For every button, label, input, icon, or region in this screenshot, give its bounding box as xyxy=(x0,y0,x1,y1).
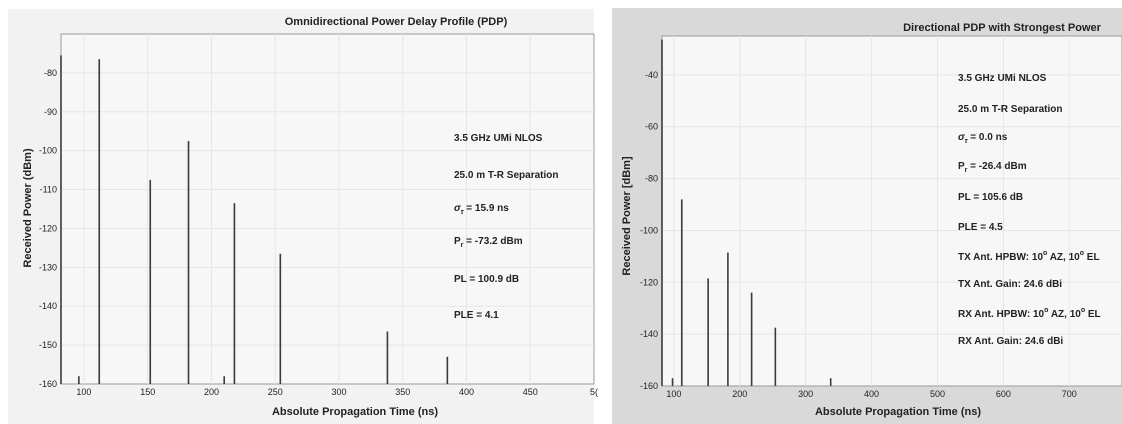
left-ann-pl: PL = 100.9 dB xyxy=(454,274,519,285)
right-y-tick-label: -100 xyxy=(640,225,658,235)
left-x-tick-label: 150 xyxy=(140,387,155,397)
right-x-tick-label: 200 xyxy=(732,389,747,399)
right-grid xyxy=(662,36,1122,386)
right-ann-ple: PLE = 4.5 xyxy=(958,222,1003,233)
right-ann-rx-hpbw-b: AZ, 10 xyxy=(1048,309,1081,320)
left-y-tick-label: -90 xyxy=(44,107,57,117)
right-y-tick-label: -60 xyxy=(645,122,658,132)
right-y-tick-label: -120 xyxy=(640,277,658,287)
left-y-tick-label: -140 xyxy=(39,301,57,311)
right-ann-rx-hpbw-a: RX Ant. HPBW: 10 xyxy=(958,309,1045,320)
right-ann-sigma-subscript: τ xyxy=(965,138,969,145)
right-y-tick-label: -160 xyxy=(640,381,658,391)
left-ann-pr: Pr = -73.2 dBm xyxy=(454,236,523,249)
right-annotations: 3.5 GHz UMi NLOS 25.0 m T-R Separation σ… xyxy=(958,73,1101,347)
left-stems xyxy=(60,55,449,384)
right-x-axis-label: Absolute Propagation Time (ns) xyxy=(815,406,981,418)
left-ann-ple: PLE = 4.1 xyxy=(454,310,499,321)
left-ticks: 100 150 200 250 300 350 400 450 5( -80 -90 -100 -110… xyxy=(39,68,598,397)
left-ann-freq: 3.5 GHz UMi NLOS xyxy=(454,133,543,144)
left-ann-sigma-value: = 15.9 ns xyxy=(464,203,510,214)
left-ann-pr-subscript: r xyxy=(461,242,464,249)
right-x-tick-label: 100 xyxy=(666,389,681,399)
right-plot-area xyxy=(661,35,1122,387)
left-x-tick-label: 300 xyxy=(331,387,346,397)
right-ann-sigma-value: = 0.0 ns xyxy=(968,132,1008,143)
right-ann-rx-hpbw: RX Ant. HPBW: 10o AZ, 10o EL xyxy=(958,307,1101,320)
right-x-tick-label: 400 xyxy=(864,389,879,399)
right-ann-pr: Pr = -26.4 dBm xyxy=(958,161,1027,174)
left-x-tick-label: 100 xyxy=(76,387,91,397)
right-ann-sigma-symbol: σ xyxy=(958,132,965,143)
right-ann-separation: 25.0 m T-R Separation xyxy=(958,104,1062,115)
left-y-tick-label: -120 xyxy=(39,223,57,233)
left-x-tick-label: 350 xyxy=(395,387,410,397)
left-y-tick-label: -100 xyxy=(39,146,57,156)
left-chart-title: Omnidirectional Power Delay Profile (PDP… xyxy=(285,16,508,28)
left-plot-area xyxy=(60,33,595,385)
right-y-tick-label: -40 xyxy=(645,70,658,80)
right-ann-tx-hpbw-deg2: o xyxy=(1080,250,1084,257)
right-x-tick-label: 700 xyxy=(1062,389,1077,399)
left-y-axis-label: Received Power (dBm) xyxy=(22,148,34,268)
right-chart-title: Directional PDP with Strongest Power xyxy=(903,22,1102,34)
right-ann-sigma: στ = 0.0 ns xyxy=(958,132,1008,145)
left-y-tick-label: -130 xyxy=(39,262,57,272)
right-ann-pr-symbol: P xyxy=(958,161,965,172)
right-ann-rx-hpbw-deg2: o xyxy=(1081,307,1085,314)
right-ann-tx-hpbw-a: TX Ant. HPBW: 10 xyxy=(958,252,1043,263)
left-y-tick-label: -160 xyxy=(39,379,57,389)
left-ann-sigma: στ = 15.9 ns xyxy=(454,203,509,216)
right-ann-tx-hpbw: TX Ant. HPBW: 10o AZ, 10o EL xyxy=(958,250,1100,263)
left-x-tick-label: 250 xyxy=(268,387,283,397)
right-stems xyxy=(661,39,832,386)
left-y-tick-label: -150 xyxy=(39,340,57,350)
right-ann-rx-hpbw-deg1: o xyxy=(1044,307,1048,314)
right-x-tick-label: 600 xyxy=(996,389,1011,399)
right-ann-pl: PL = 105.6 dB xyxy=(958,192,1023,203)
right-chart: 100 200 300 400 500 600 700 -40 -60 -80 -100 -120 -1… xyxy=(621,22,1122,418)
right-x-tick-label: 500 xyxy=(930,389,945,399)
left-x-tick-label: 5( xyxy=(590,387,598,397)
right-y-tick-label: -80 xyxy=(645,174,658,184)
right-ann-rx-hpbw-c: EL xyxy=(1085,309,1101,320)
left-ann-sigma-subscript: τ xyxy=(461,209,465,216)
left-x-tick-label: 450 xyxy=(523,387,538,397)
right-ann-rx-gain: RX Ant. Gain: 24.6 dBi xyxy=(958,336,1063,347)
right-ann-tx-gain: TX Ant. Gain: 24.6 dBi xyxy=(958,279,1062,290)
right-y-axis-label: Received Power [dBm] xyxy=(621,156,633,276)
right-x-tick-label: 300 xyxy=(798,389,813,399)
right-ann-freq: 3.5 GHz UMi NLOS xyxy=(958,73,1047,84)
right-ann-tx-hpbw-b: AZ, 10 xyxy=(1047,252,1080,263)
left-ann-pr-value: = -73.2 dBm xyxy=(463,236,522,247)
left-annotations: 3.5 GHz UMi NLOS 25.0 m T-R Separation σ… xyxy=(454,133,558,321)
right-ann-tx-hpbw-deg1: o xyxy=(1043,250,1047,257)
left-y-tick-label: -110 xyxy=(40,185,57,195)
left-x-tick-label: 400 xyxy=(459,387,474,397)
right-ann-tx-hpbw-c: EL xyxy=(1084,252,1100,263)
right-ann-pr-value: = -26.4 dBm xyxy=(967,161,1026,172)
right-y-tick-label: -140 xyxy=(640,329,658,339)
left-ann-separation: 25.0 m T-R Separation xyxy=(454,170,558,181)
left-x-tick-label: 200 xyxy=(204,387,219,397)
right-ann-pr-subscript: r xyxy=(965,167,968,174)
left-ann-sigma-symbol: σ xyxy=(454,203,461,214)
left-x-axis-label: Absolute Propagation Time (ns) xyxy=(272,406,438,418)
left-ann-pr-symbol: P xyxy=(454,236,461,247)
left-y-tick-label: -80 xyxy=(44,68,57,78)
right-ticks: 100 200 300 400 500 600 700 -40 -60 -80 -100 -120 -1… xyxy=(640,70,1077,399)
left-chart: 100 150 200 250 300 350 400 450 5( -80 -90 -100 -110… xyxy=(22,16,598,418)
